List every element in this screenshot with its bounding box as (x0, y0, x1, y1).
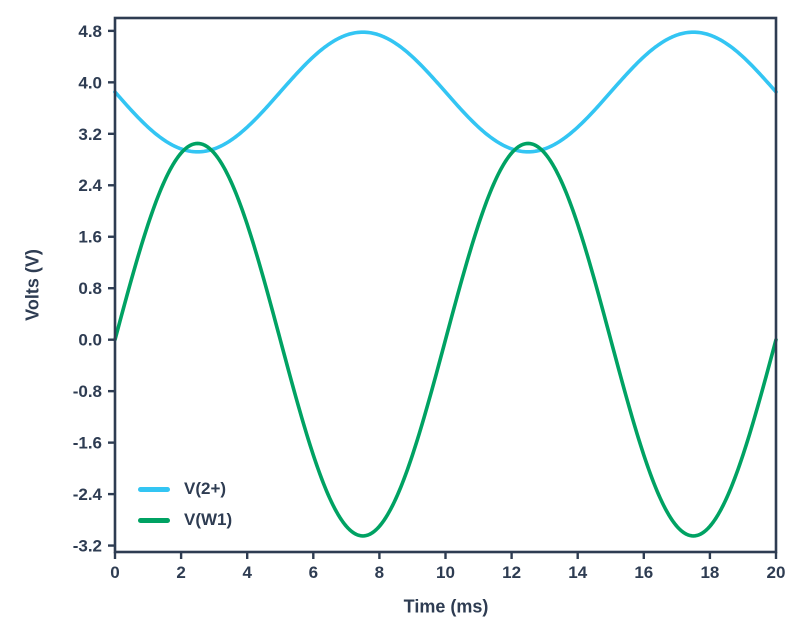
series-line-0 (113, 30, 778, 154)
x-tick-label: 2 (176, 563, 185, 582)
x-tick-label: 18 (700, 563, 719, 582)
x-tick-label: 8 (375, 563, 384, 582)
legend-swatch-v2plus (138, 486, 170, 492)
y-tick-label: -1.6 (73, 434, 102, 453)
y-tick-label: 4.8 (78, 22, 102, 41)
y-tick-label: 1.6 (78, 228, 102, 247)
series-line-1 (113, 141, 778, 538)
y-tick-label: -2.4 (73, 485, 103, 504)
x-tick-label: 20 (767, 563, 786, 582)
y-axis-title: Volts (V) (22, 249, 43, 321)
plot-frame (113, 16, 778, 554)
y-tick-label: 0.0 (78, 331, 102, 350)
legend-label-vw1: V(W1) (184, 510, 233, 529)
x-axis-title: Time (ms) (403, 596, 489, 617)
x-tick-label: 14 (568, 563, 587, 582)
legend-item-vw1: V(W1) (138, 509, 232, 531)
y-tick-label: 0.8 (78, 279, 102, 298)
x-tick-label: 0 (110, 563, 119, 582)
y-tick-label: -3.2 (73, 537, 102, 556)
x-tick-label: 16 (634, 563, 653, 582)
x-tick-label: 10 (436, 563, 455, 582)
x-tick-label: 12 (502, 563, 521, 582)
legend-swatch-vw1 (138, 517, 170, 523)
y-tick-label: 2.4 (78, 176, 102, 195)
y-tick-label: 3.2 (78, 125, 102, 144)
y-tick-label: -0.8 (73, 382, 102, 401)
y-tick-label: 4.0 (78, 73, 102, 92)
legend-item-v2plus: V(2+) (138, 478, 232, 500)
legend-label-v2plus: V(2+) (184, 479, 227, 498)
legend: V(2+) V(W1) (138, 478, 232, 531)
x-tick-label: 4 (242, 563, 252, 582)
x-tick-label: 6 (309, 563, 318, 582)
